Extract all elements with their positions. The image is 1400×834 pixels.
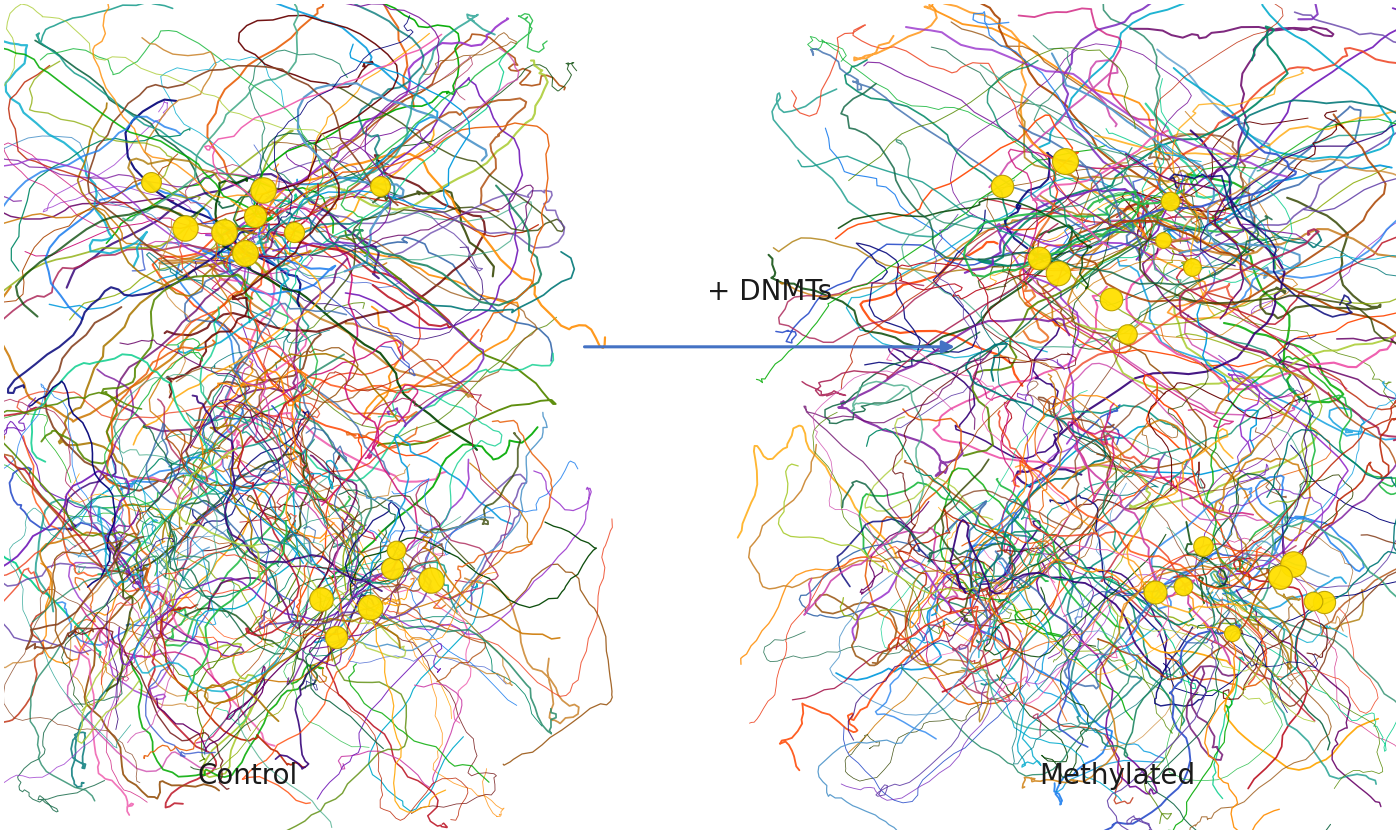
Point [1144, 585, 1166, 599]
Point [234, 246, 256, 259]
Point [1270, 570, 1292, 584]
Point [381, 562, 403, 575]
Point [213, 226, 235, 239]
Point [283, 226, 305, 239]
Point [420, 573, 442, 586]
Point [1047, 267, 1070, 280]
Point [1099, 292, 1121, 305]
Point [244, 209, 266, 223]
Point [358, 600, 381, 614]
Point [1172, 580, 1194, 593]
Point [1028, 252, 1050, 265]
Point [1221, 626, 1243, 640]
Point [140, 176, 162, 189]
Point [1159, 195, 1182, 208]
Point [1281, 557, 1303, 570]
Point [1054, 154, 1077, 168]
Point [1191, 540, 1214, 553]
Point [1302, 594, 1324, 607]
Point [1313, 595, 1336, 609]
Point [1180, 260, 1203, 274]
Point [325, 631, 347, 644]
Text: Methylated: Methylated [1039, 762, 1196, 790]
Point [991, 179, 1014, 193]
Point [368, 179, 391, 193]
Point [385, 544, 407, 557]
Point [1116, 327, 1138, 340]
Point [252, 183, 274, 197]
FancyArrowPatch shape [584, 342, 951, 352]
Point [1152, 234, 1175, 247]
Text: Control: Control [197, 762, 298, 790]
Point [174, 221, 196, 234]
Text: + DNMTs: + DNMTs [707, 278, 832, 305]
Point [309, 593, 332, 606]
